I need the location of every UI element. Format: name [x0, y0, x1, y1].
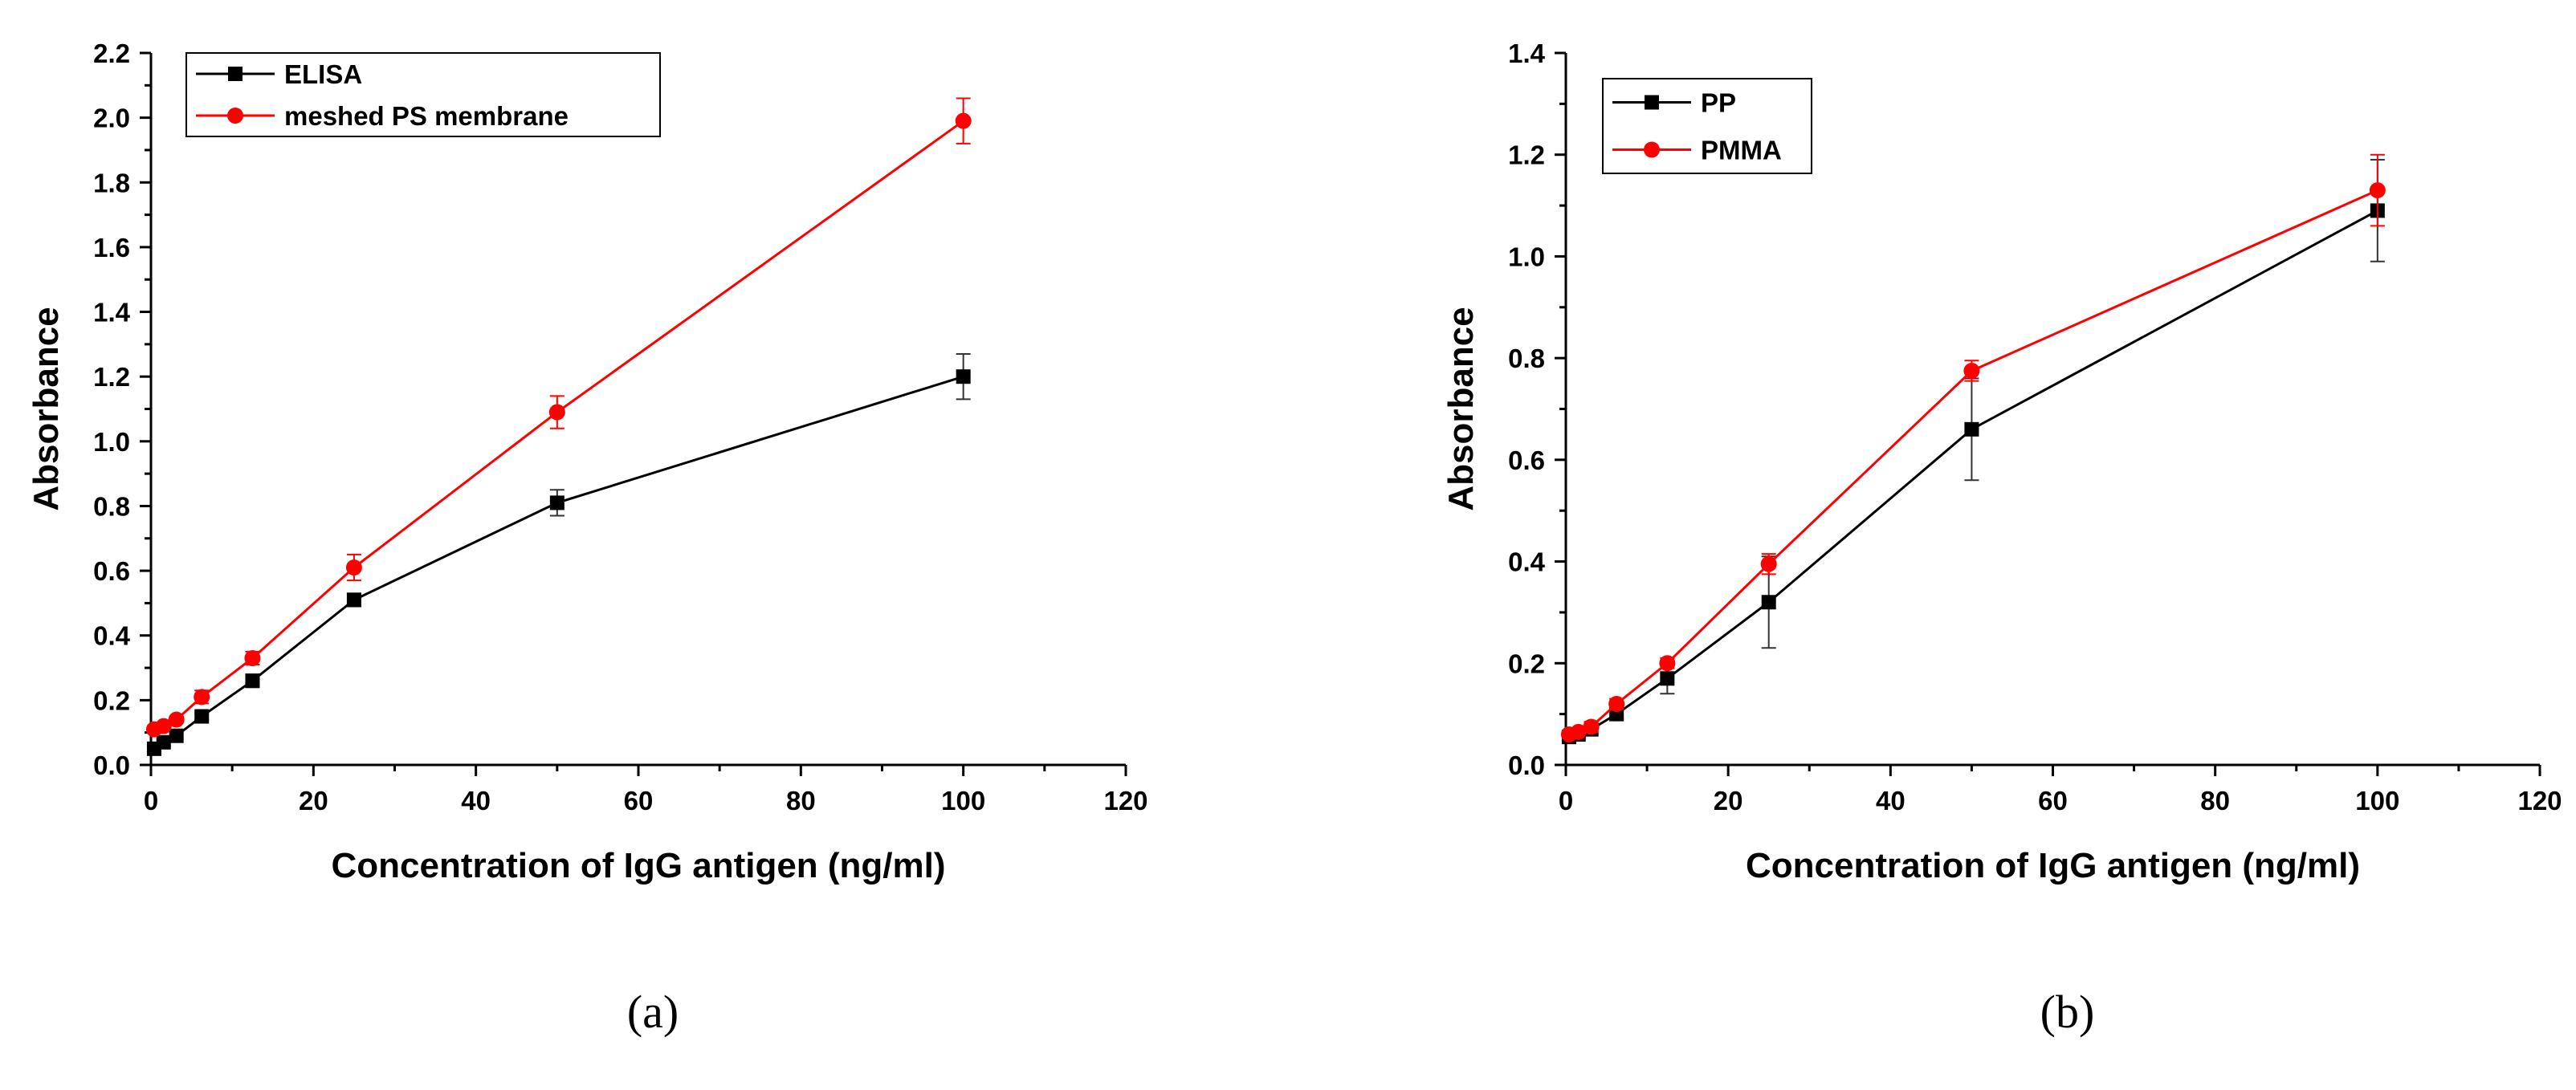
y-axis-title: Absorbance: [1441, 307, 1481, 510]
series-line: [153, 120, 964, 731]
x-axis-title: Concentration of IgG antigen (ng/ml): [331, 846, 945, 885]
x-tick-label: 40: [461, 786, 491, 815]
y-axis-title: Absorbance: [26, 307, 66, 510]
y-tick-label: 0.6: [93, 556, 130, 586]
data-point: [1659, 655, 1676, 672]
data-point: [244, 649, 261, 666]
legend-marker: [227, 108, 243, 124]
data-point: [194, 709, 210, 724]
data-point: [1963, 362, 1980, 379]
x-tick-label: 100: [941, 786, 985, 815]
y-tick-label: 1.6: [93, 233, 130, 262]
series-elisa: [146, 352, 971, 756]
y-tick-label: 1.2: [1508, 140, 1545, 170]
y-tick-label: 0.2: [1508, 649, 1545, 678]
data-point: [1660, 671, 1675, 686]
x-tick-label: 40: [1876, 786, 1906, 815]
x-tick-label: 60: [2038, 786, 2068, 815]
x-tick-label: 20: [1714, 786, 1743, 815]
data-point: [169, 728, 184, 743]
legend-marker: [1644, 141, 1660, 158]
data-point: [2369, 182, 2386, 199]
data-point: [1583, 718, 1600, 735]
y-tick-label: 0.2: [93, 685, 130, 715]
y-tick-label: 0.4: [1508, 547, 1546, 577]
x-tick-label: 100: [2355, 786, 2399, 815]
x-tick-label: 0: [1559, 786, 1573, 815]
data-point: [1964, 421, 1979, 437]
data-point: [1570, 723, 1587, 740]
series-meshed-ps-membrane: [145, 97, 972, 738]
y-tick-label: 0.6: [1508, 445, 1545, 475]
data-point: [1760, 555, 1777, 572]
series-line: [1568, 209, 2378, 738]
legend-label: meshed PS membrane: [284, 101, 569, 131]
data-point: [194, 689, 210, 706]
legend-label: PP: [1701, 88, 1736, 118]
y-tick-label: 0.8: [1508, 344, 1545, 373]
x-axis-title: Concentration of IgG antigen (ng/ml): [1746, 846, 2360, 885]
legend-marker: [228, 67, 243, 81]
chart-panel-b: 0.0 0.2 0.4 0.6 0.8 1.0 1.2 1.4 0 20 40 60 80 100 120 C…: [1441, 39, 2562, 1038]
series-pmma: [1560, 153, 2386, 742]
panel-label: (b): [2040, 986, 2095, 1038]
data-point: [548, 404, 565, 421]
legend-box: [1602, 78, 1812, 174]
y-tick-label: 2.2: [93, 39, 130, 68]
y-tick-label: 1.0: [1508, 242, 1545, 271]
x-tick-label: 80: [786, 786, 816, 815]
data-point: [346, 592, 361, 608]
data-point: [1761, 595, 1776, 610]
data-point: [956, 369, 971, 384]
data-point: [955, 112, 972, 129]
legend-box: [185, 52, 661, 137]
x-tick-label: 60: [624, 786, 654, 815]
chart-panel-a: 0.0 0.2 0.4 0.6 0.8 1.0 1.2 1.4 1.6 1.8 2.0 2.2 0 20 4…: [26, 39, 1148, 1038]
legend-label: PMMA: [1701, 136, 1782, 165]
series-line: [1568, 189, 2378, 736]
data-point: [1608, 695, 1625, 712]
y-tick-label: 0.8: [93, 491, 130, 521]
legend: ELISA meshed PS membrane: [185, 52, 661, 137]
y-tick-label: 1.4: [1508, 39, 1546, 68]
x-tick-label: 80: [2200, 786, 2230, 815]
data-point: [549, 495, 565, 510]
panel-label: (a): [627, 986, 679, 1038]
series-line: [153, 375, 964, 750]
y-tick-label: 1.0: [93, 427, 130, 457]
y-tick-label: 0.0: [1508, 750, 1545, 780]
data-point: [156, 734, 171, 750]
data-point: [168, 711, 185, 728]
legend-label: ELISA: [284, 59, 362, 89]
y-tick-label: 1.8: [93, 168, 130, 197]
x-tick-label: 0: [144, 786, 158, 815]
legend-marker: [1645, 95, 1659, 110]
data-point: [345, 559, 362, 576]
data-point: [155, 718, 172, 734]
y-tick-label: 0.0: [93, 750, 130, 780]
x-tick-label: 20: [299, 786, 328, 815]
legend: PP PMMA: [1602, 78, 1812, 174]
y-tick-label: 0.4: [93, 621, 131, 651]
y-tick-label: 2.0: [93, 104, 130, 133]
y-tick-label: 1.2: [93, 362, 130, 392]
data-point: [245, 673, 260, 689]
x-tick-label: 120: [2517, 786, 2562, 815]
x-tick-label: 120: [1103, 786, 1147, 815]
y-tick-label: 1.4: [93, 298, 131, 327]
series-pp: [1561, 159, 2385, 745]
